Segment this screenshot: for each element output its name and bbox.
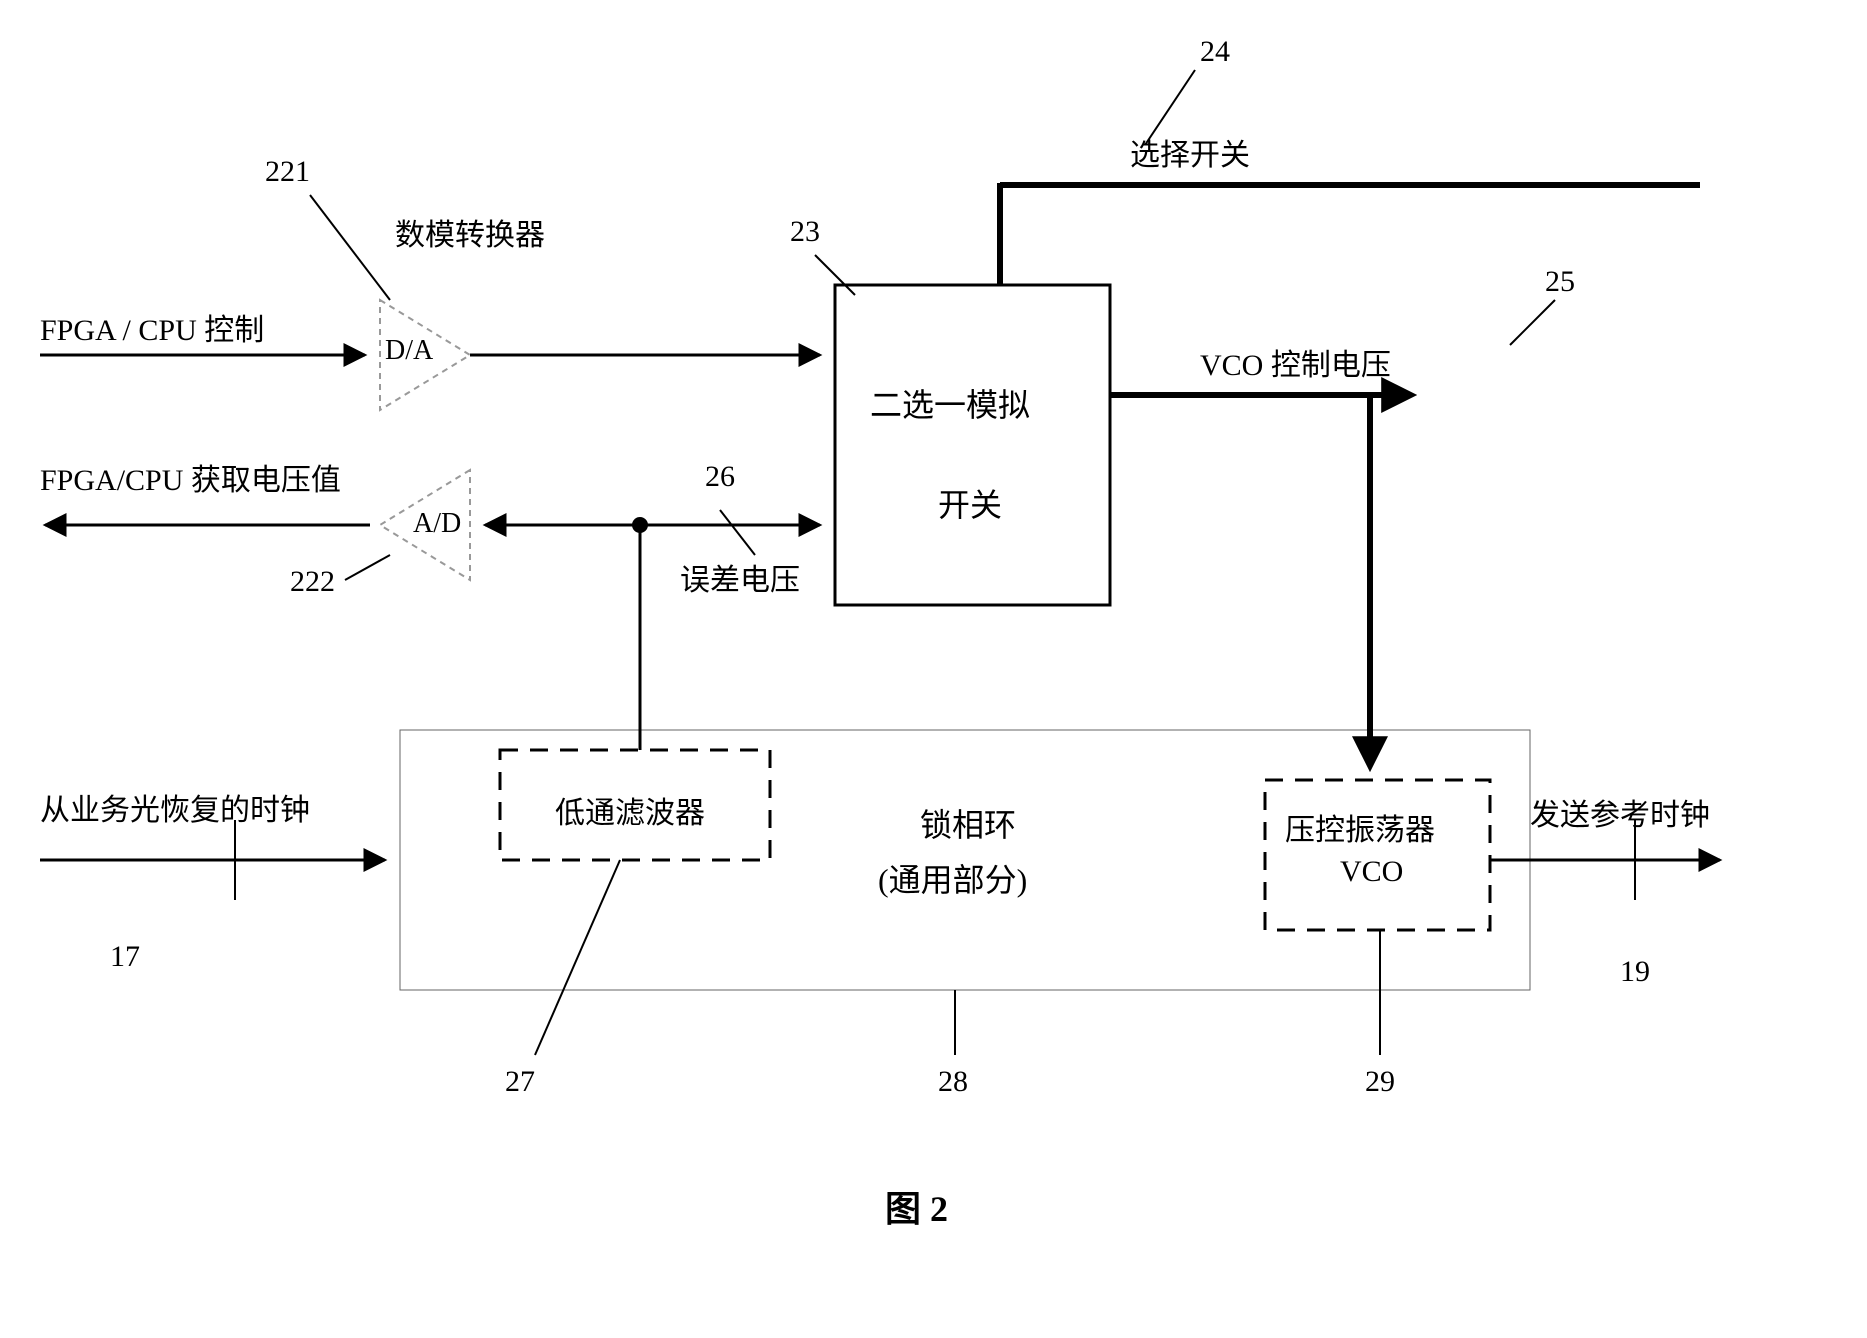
label-fpga-read: FPGA/CPU 获取电压值 — [40, 455, 341, 499]
label-lpf: 低通滤波器 — [555, 788, 705, 832]
figure-title: 图 2 — [885, 1180, 948, 1232]
label-ad: A/D — [413, 508, 461, 540]
num-23: 23 — [790, 215, 820, 249]
label-select-switch: 选择开关 — [1130, 130, 1250, 174]
num-26: 26 — [705, 460, 735, 494]
label-send-ref-clk: 发送参考时钟 — [1530, 790, 1710, 834]
num-27: 27 — [505, 1065, 535, 1099]
label-fpga-ctrl: FPGA / CPU 控制 — [40, 305, 264, 349]
label-error-voltage: 误差电压 — [680, 555, 800, 599]
label-mux-line2: 开关 — [938, 480, 1002, 526]
label-vco-line2: VCO — [1340, 855, 1403, 889]
num-28: 28 — [938, 1065, 968, 1099]
num-17: 17 — [110, 940, 140, 974]
label-pll-line1: 锁相环 — [920, 800, 1016, 846]
label-da: D/A — [385, 335, 433, 367]
label-recovered-clock: 从业务光恢复的时钟 — [40, 785, 310, 829]
label-pll-line2: (通用部分) — [878, 855, 1027, 901]
diagram-canvas — [0, 0, 1867, 1338]
label-dac: 数模转换器 — [395, 210, 545, 254]
num-221: 221 — [265, 155, 310, 189]
label-mux-line1: 二选一模拟 — [870, 380, 1030, 426]
num-29: 29 — [1365, 1065, 1395, 1099]
num-24: 24 — [1200, 35, 1230, 69]
label-vco-ctrl: VCO 控制电压 — [1200, 340, 1391, 384]
num-19: 19 — [1620, 955, 1650, 989]
num-222: 222 — [290, 565, 335, 599]
label-vco-line1: 压控振荡器 — [1285, 805, 1435, 849]
num-25: 25 — [1545, 265, 1575, 299]
